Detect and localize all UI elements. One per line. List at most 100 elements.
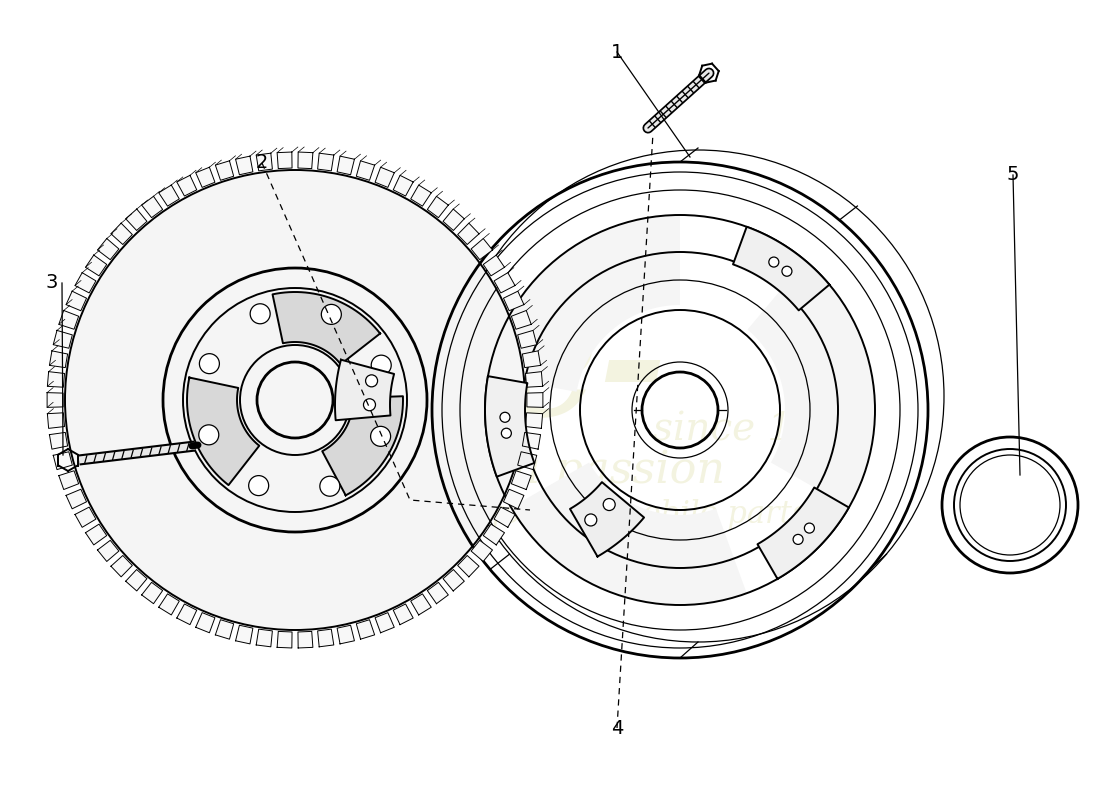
Polygon shape [277,631,292,648]
Polygon shape [522,432,540,449]
Circle shape [365,375,377,387]
Polygon shape [410,185,431,206]
Polygon shape [50,432,67,449]
Circle shape [363,398,375,410]
Polygon shape [471,540,493,562]
Polygon shape [86,255,107,276]
Polygon shape [158,594,179,615]
Polygon shape [47,372,65,387]
Polygon shape [356,620,375,639]
Text: 5: 5 [1006,166,1020,185]
Circle shape [371,355,392,375]
Text: 2: 2 [256,154,268,173]
Polygon shape [504,291,524,310]
Circle shape [804,523,814,533]
Text: for automobile parts: for automobile parts [492,499,808,530]
Circle shape [65,170,525,630]
Polygon shape [758,487,849,579]
Polygon shape [125,570,147,591]
Polygon shape [75,273,96,293]
Polygon shape [483,255,505,276]
Polygon shape [235,626,253,644]
Polygon shape [522,351,540,368]
Circle shape [782,266,792,276]
Polygon shape [318,153,333,171]
Polygon shape [512,470,531,490]
Polygon shape [337,626,354,644]
Polygon shape [235,156,253,174]
Polygon shape [443,209,464,230]
Polygon shape [58,310,78,330]
Polygon shape [256,153,273,171]
Polygon shape [98,540,119,562]
Circle shape [371,426,390,446]
Circle shape [320,476,340,496]
Polygon shape [53,452,73,470]
Polygon shape [410,594,431,615]
Text: 3: 3 [46,274,58,293]
Polygon shape [458,223,480,245]
Circle shape [249,476,268,496]
Polygon shape [196,613,214,633]
Polygon shape [50,351,67,368]
Polygon shape [471,238,493,260]
Circle shape [321,304,341,324]
Polygon shape [458,555,480,577]
Text: a passion: a passion [515,449,726,491]
Polygon shape [570,482,645,557]
Polygon shape [733,226,829,310]
Polygon shape [196,167,214,187]
Polygon shape [504,490,524,509]
Polygon shape [187,378,260,485]
Text: e-: e- [493,290,668,450]
Polygon shape [393,175,414,196]
Polygon shape [443,570,464,591]
Polygon shape [111,223,132,245]
Polygon shape [66,490,87,509]
Polygon shape [428,582,449,604]
Polygon shape [393,604,414,625]
Circle shape [199,354,219,374]
Polygon shape [158,185,179,206]
Polygon shape [273,292,381,364]
Polygon shape [256,629,273,647]
Polygon shape [428,196,449,218]
Polygon shape [518,330,537,348]
Text: 4: 4 [610,718,624,738]
Polygon shape [298,152,312,169]
Polygon shape [337,156,354,174]
Polygon shape [518,452,537,470]
Circle shape [502,428,512,438]
Polygon shape [488,215,680,392]
Polygon shape [216,620,233,639]
Polygon shape [98,238,119,260]
Polygon shape [53,330,73,348]
Polygon shape [111,555,132,577]
Polygon shape [494,507,515,527]
Polygon shape [336,360,394,420]
Polygon shape [527,393,543,407]
Circle shape [603,498,615,510]
Polygon shape [177,604,197,625]
Polygon shape [66,291,87,310]
Polygon shape [298,631,312,648]
Text: 1: 1 [610,42,624,62]
Polygon shape [356,161,375,180]
Polygon shape [512,462,747,605]
Polygon shape [142,196,163,218]
Polygon shape [318,629,333,647]
Polygon shape [47,413,65,428]
Polygon shape [216,161,233,180]
Circle shape [793,534,803,545]
Polygon shape [375,613,394,633]
Polygon shape [177,175,197,196]
Circle shape [500,412,510,422]
Polygon shape [485,376,535,477]
Circle shape [199,425,219,445]
Polygon shape [512,310,531,330]
Polygon shape [125,209,147,230]
Polygon shape [75,507,96,527]
Polygon shape [483,524,505,545]
Polygon shape [494,273,515,293]
Polygon shape [748,261,874,507]
